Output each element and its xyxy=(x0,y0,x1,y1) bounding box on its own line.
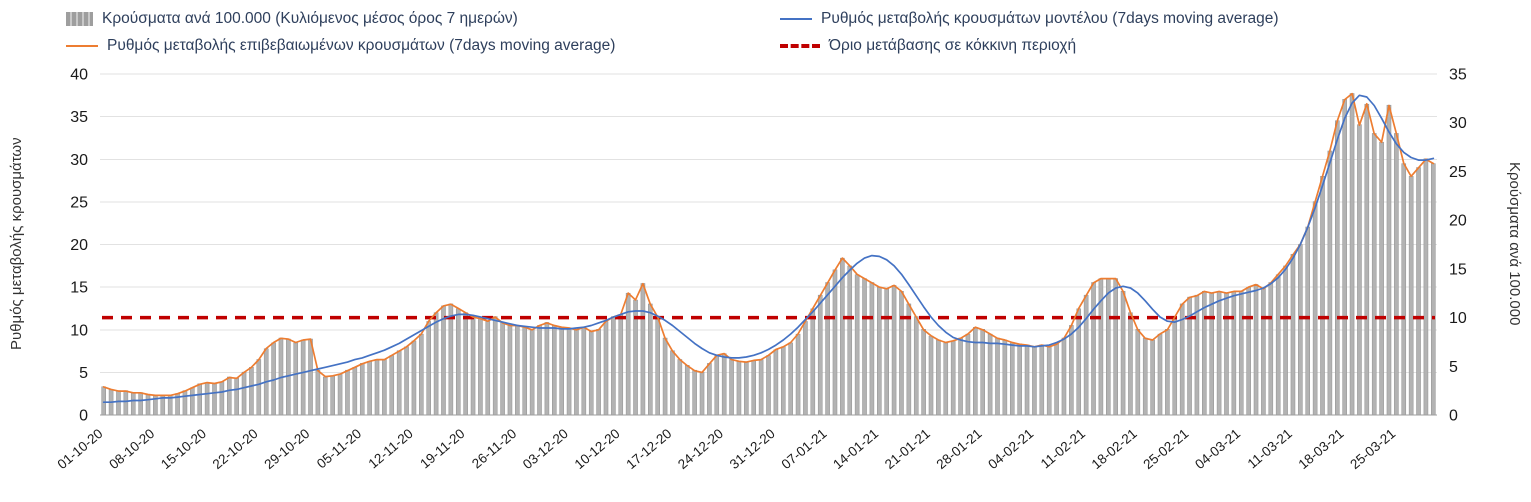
chart-plot: 0 5 10 15 20 25 30 35 40 0 5 10 15 20 25 30 35 01-10-20 08… xyxy=(55,67,1467,473)
svg-text:11-02-21: 11-02-21 xyxy=(1038,426,1088,472)
legend-item-red-threshold: Όριο μετάβασης σε κόκκινη περιοχή xyxy=(780,37,1076,55)
svg-text:25-02-21: 25-02-21 xyxy=(1140,426,1191,472)
svg-text:31-12-20: 31-12-20 xyxy=(727,426,778,472)
svg-text:0: 0 xyxy=(79,408,88,425)
svg-text:5: 5 xyxy=(79,365,88,382)
svg-text:12-11-20: 12-11-20 xyxy=(366,426,416,472)
blue-line-swatch-icon xyxy=(780,18,812,20)
svg-text:35: 35 xyxy=(1449,67,1467,84)
svg-text:19-11-20: 19-11-20 xyxy=(417,426,467,472)
svg-text:22-10-20: 22-10-20 xyxy=(210,426,261,472)
svg-text:03-12-20: 03-12-20 xyxy=(520,426,571,472)
svg-text:35: 35 xyxy=(70,109,88,126)
svg-text:15: 15 xyxy=(1449,261,1467,278)
svg-text:08-10-20: 08-10-20 xyxy=(106,426,157,472)
svg-text:24-12-20: 24-12-20 xyxy=(675,426,726,472)
svg-text:25: 25 xyxy=(70,194,88,211)
svg-text:29-10-20: 29-10-20 xyxy=(261,426,312,472)
red-dashed-swatch-icon xyxy=(780,44,820,48)
svg-text:21-01-21: 21-01-21 xyxy=(882,426,933,472)
svg-text:17-12-20: 17-12-20 xyxy=(623,426,674,472)
svg-text:28-01-21: 28-01-21 xyxy=(934,426,985,472)
svg-text:05-11-20: 05-11-20 xyxy=(314,426,364,472)
svg-text:26-11-20: 26-11-20 xyxy=(469,426,519,472)
svg-text:0: 0 xyxy=(1449,408,1458,425)
svg-text:14-01-21: 14-01-21 xyxy=(830,426,881,472)
svg-text:5: 5 xyxy=(1449,359,1458,376)
svg-text:18-02-21: 18-02-21 xyxy=(1089,426,1140,472)
svg-text:07-01-21: 07-01-21 xyxy=(778,426,829,472)
legend-label-red-threshold: Όριο μετάβασης σε κόκκινη περιοχή xyxy=(829,37,1077,54)
svg-text:04-03-21: 04-03-21 xyxy=(1192,426,1243,472)
legend-item-model-rate: Ρυθμός μεταβολής κρουσμάτων μοντέλου (7d… xyxy=(780,10,1279,28)
legend-label-cases-bars: Κρούσματα ανά 100.000 (Κυλιόμενος μέσος … xyxy=(102,10,518,27)
svg-text:25: 25 xyxy=(1449,164,1467,181)
svg-text:01-10-20: 01-10-20 xyxy=(55,426,106,472)
bar-series-swatch-icon xyxy=(66,12,93,26)
svg-text:20: 20 xyxy=(70,237,88,254)
svg-text:25-03-21: 25-03-21 xyxy=(1347,426,1398,472)
svg-text:10: 10 xyxy=(1449,310,1467,327)
svg-text:10: 10 xyxy=(70,322,88,339)
orange-line-swatch-icon xyxy=(66,45,98,47)
legend-label-model-rate: Ρυθμός μεταβολής κρουσμάτων μοντέλου (7d… xyxy=(821,10,1279,27)
svg-text:20: 20 xyxy=(1449,213,1467,230)
svg-text:15-10-20: 15-10-20 xyxy=(158,426,209,472)
svg-text:18-03-21: 18-03-21 xyxy=(1296,426,1347,472)
svg-text:11-03-21: 11-03-21 xyxy=(1245,426,1295,472)
svg-text:30: 30 xyxy=(70,152,88,169)
svg-text:15: 15 xyxy=(70,280,88,297)
y-axis-label-right: Κρούσματα ανά 100.000 xyxy=(1506,162,1523,326)
svg-text:10-12-20: 10-12-20 xyxy=(572,426,623,472)
legend-item-confirmed-rate: Ρυθμός μεταβολής επιβεβαιωμένων κρουσμάτ… xyxy=(66,37,615,55)
chart-area: 0 5 10 15 20 25 30 35 40 0 5 10 15 20 25 30 35 01-10-20 08… xyxy=(0,60,1531,497)
svg-text:04-02-21: 04-02-21 xyxy=(985,426,1036,472)
svg-text:30: 30 xyxy=(1449,115,1467,132)
svg-text:40: 40 xyxy=(70,67,88,84)
legend-item-cases-bars: Κρούσματα ανά 100.000 (Κυλιόμενος μέσος … xyxy=(66,10,518,28)
legend-label-confirmed-rate: Ρυθμός μεταβολής επιβεβαιωμένων κρουσμάτ… xyxy=(107,37,616,54)
